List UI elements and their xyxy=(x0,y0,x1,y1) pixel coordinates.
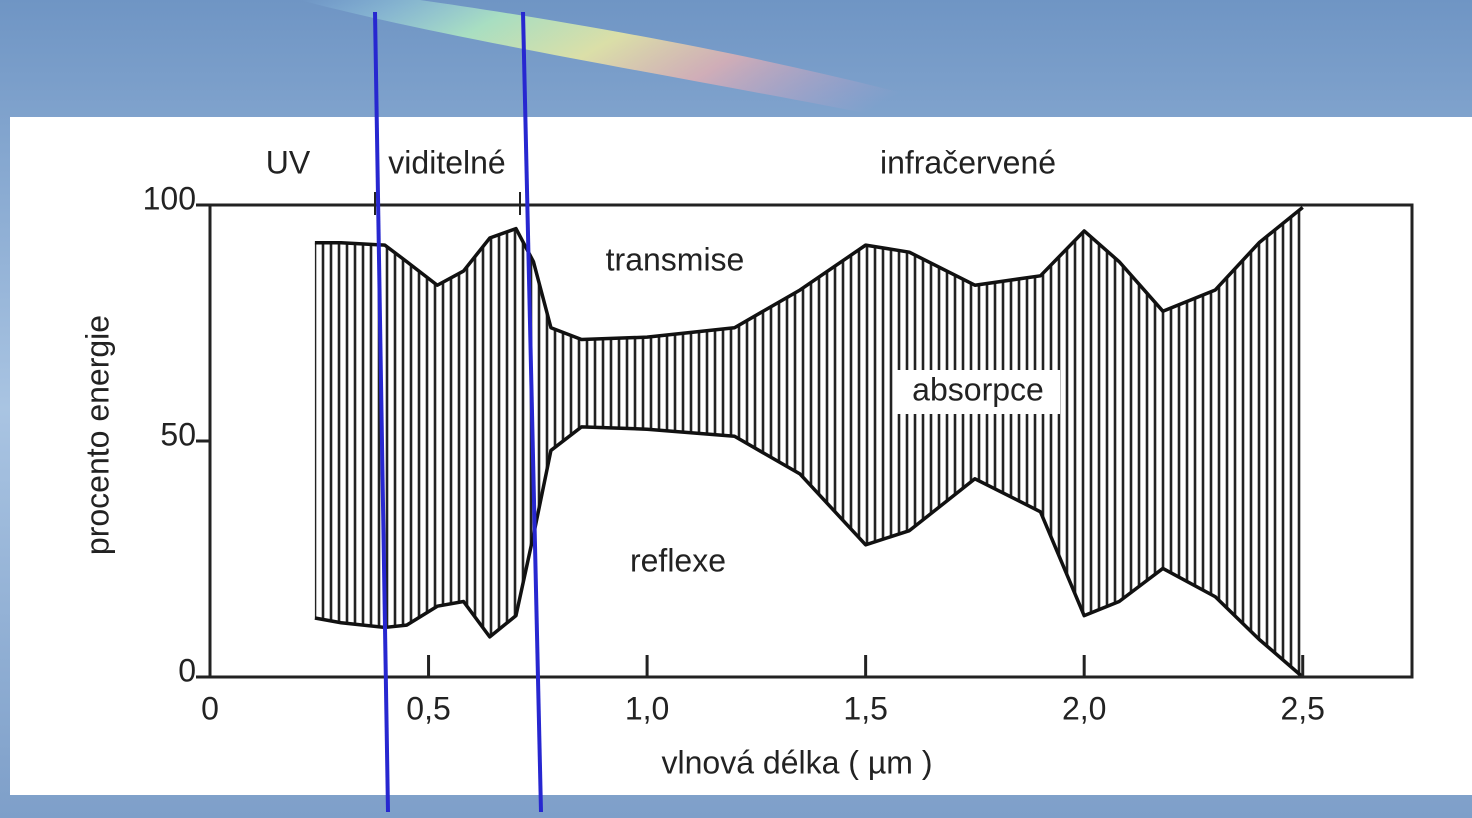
y-tick-label: 0 xyxy=(178,652,196,688)
y-axis-label: procento energie xyxy=(79,315,115,555)
x-tick-label: 2,0 xyxy=(1062,690,1106,726)
region-label: UV xyxy=(266,144,311,180)
y-tick-label: 50 xyxy=(160,416,196,452)
annotation: reflexe xyxy=(630,542,726,578)
chart: procento energie vlnová délka ( µm ) 0 50… xyxy=(0,0,1472,818)
x-tick-label: 1,0 xyxy=(625,690,669,726)
region-label: infračervené xyxy=(880,144,1056,180)
page: {"chart_data": { "type": "area", "region… xyxy=(0,0,1472,818)
x-tick-label: 0,5 xyxy=(406,690,450,726)
x-axis-label: vlnová délka ( µm ) xyxy=(662,744,933,780)
region-label: viditelné xyxy=(388,144,505,180)
x-tick-label: 2,5 xyxy=(1280,690,1324,726)
annotation: absorpce xyxy=(912,371,1044,407)
y-tick-label: 100 xyxy=(143,180,196,216)
x-tick-label: 1,5 xyxy=(843,690,887,726)
x-tick-label: 0 xyxy=(201,690,219,726)
annotation: transmise xyxy=(606,241,745,277)
